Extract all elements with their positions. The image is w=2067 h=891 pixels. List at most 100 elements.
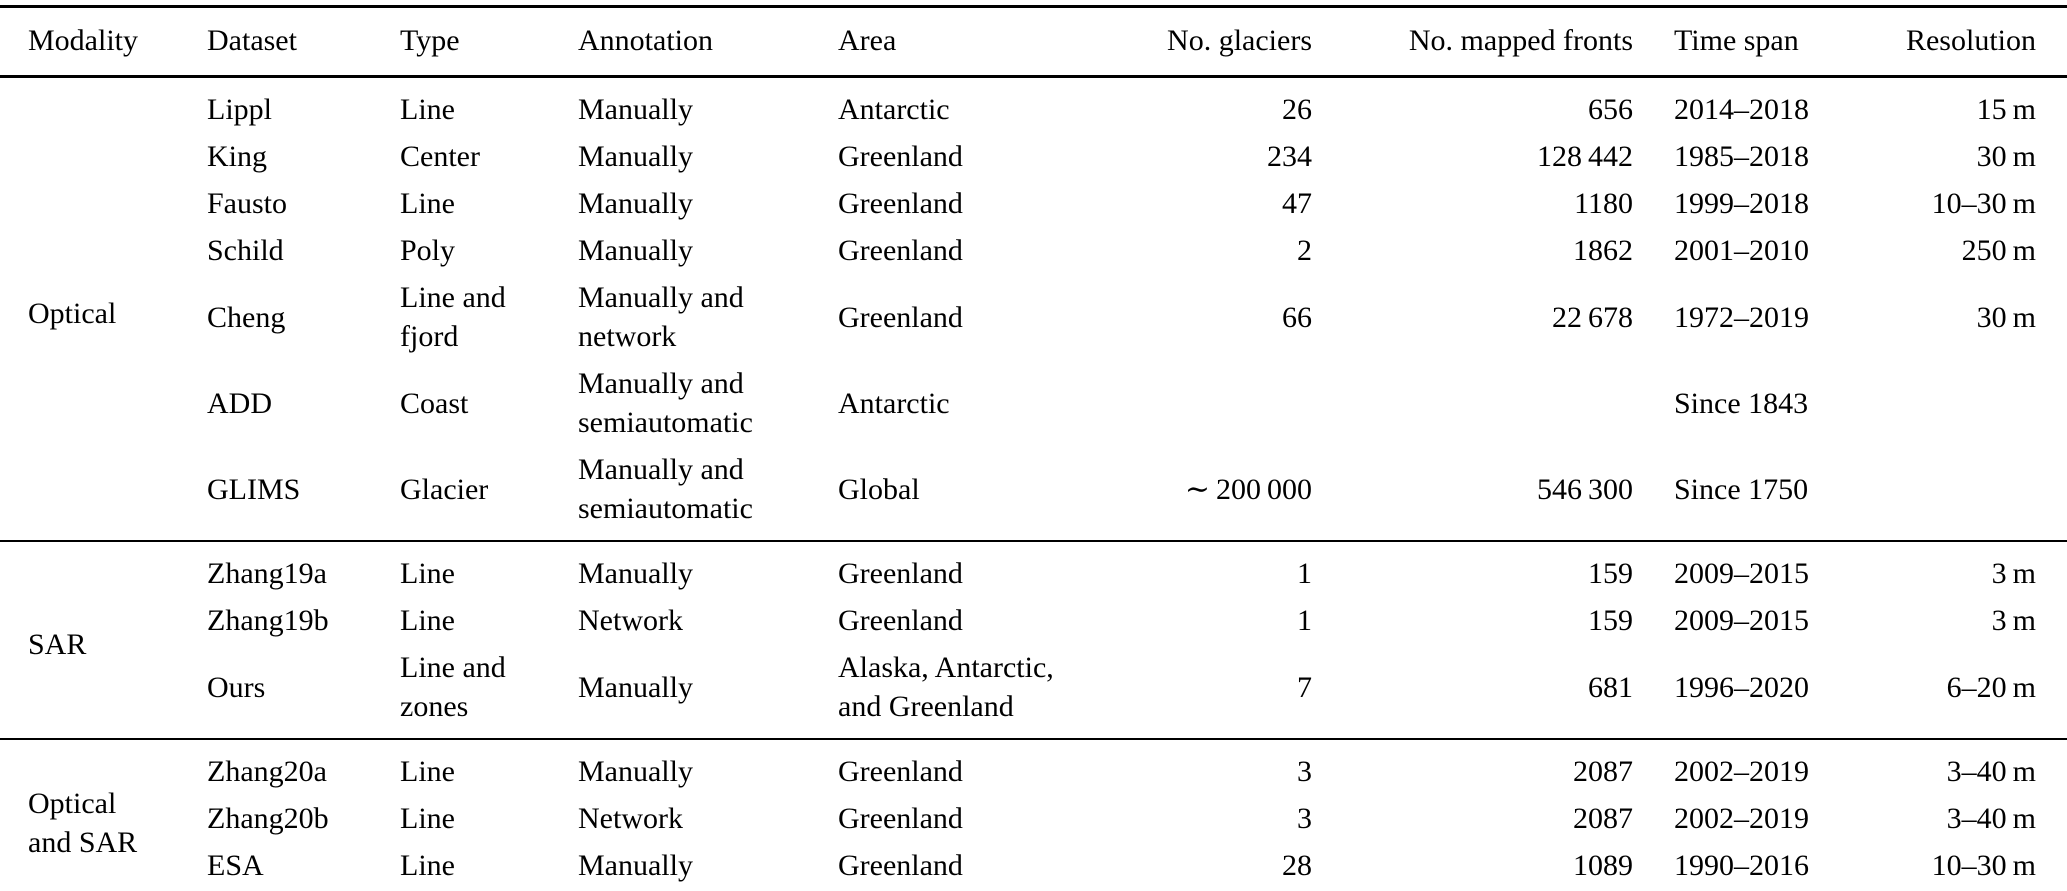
cell-fronts: 128 442 bbox=[1536, 140, 1633, 173]
cell-resolution: 3 m bbox=[1991, 557, 2036, 590]
cell-area: Global bbox=[838, 472, 920, 506]
column-header-area: Area bbox=[838, 6, 1136, 78]
cell-type: Glacier bbox=[400, 472, 489, 506]
table-row: Ours Line and zones Manually Alaska, Antarc… bbox=[0, 644, 2067, 739]
table-row: Schild Poly Manually Greenland 2 1862 2001–201… bbox=[0, 227, 2067, 274]
column-header-dataset: Dataset bbox=[207, 6, 400, 78]
table-row: Optical Lippl Line Manually Antarctic 26 656 20… bbox=[0, 77, 2067, 330]
cell-resolution: 30 m bbox=[1976, 300, 2036, 334]
cell-dataset: Schild bbox=[207, 234, 284, 267]
cell-timespan: 1985–2018 bbox=[1674, 140, 1809, 173]
cell-area: Greenland bbox=[838, 849, 963, 882]
cell-type: Line bbox=[400, 755, 455, 788]
cell-area: Antarctic bbox=[838, 93, 950, 126]
cell-area: Greenland bbox=[838, 557, 963, 590]
cell-dataset: Ours bbox=[207, 670, 266, 704]
cell-resolution bbox=[1841, 446, 2067, 541]
cell-fronts: 2087 bbox=[1573, 755, 1633, 788]
cell-timespan: 1990–2016 bbox=[1674, 849, 1809, 882]
cell-dataset: Lippl bbox=[207, 93, 272, 126]
cell-fronts: 159 bbox=[1588, 557, 1633, 590]
column-header-annotation: Annotation bbox=[578, 6, 838, 78]
cell-dataset: Zhang20b bbox=[207, 802, 329, 835]
section-optical: Optical Lippl Line Manually Antarctic 26 656 20… bbox=[0, 77, 2067, 542]
cell-annotation: Manually and semiautomatic bbox=[578, 453, 753, 525]
cell-type: Line bbox=[400, 802, 455, 835]
cell-area: Greenland bbox=[838, 187, 963, 220]
table-row: Zhang19b Line Network Greenland 1 159 2009–201… bbox=[0, 597, 2067, 644]
cell-type: Line and zones bbox=[400, 651, 506, 723]
column-header-fronts: No. mapped fronts bbox=[1312, 6, 1633, 78]
cell-fronts: 2087 bbox=[1573, 802, 1633, 835]
section-sar: SAR Zhang19a Line Manually Greenland 1 159 2009… bbox=[0, 541, 2067, 739]
cell-timespan: 1972–2019 bbox=[1674, 300, 1809, 334]
cell-dataset: Cheng bbox=[207, 300, 286, 334]
cell-dataset: Zhang19a bbox=[207, 557, 327, 590]
cell-annotation: Manually bbox=[578, 187, 693, 220]
cell-fronts: 656 bbox=[1588, 93, 1633, 126]
cell-type: Line bbox=[400, 604, 455, 637]
cell-type: Line bbox=[400, 849, 455, 882]
cell-resolution: 10–30 m bbox=[1931, 187, 2036, 220]
cell-resolution: 10–30 m bbox=[1931, 849, 2036, 882]
cell-fronts: 546 300 bbox=[1536, 472, 1633, 506]
cell-dataset: ESA bbox=[207, 849, 264, 882]
cell-fronts: 159 bbox=[1588, 604, 1633, 637]
cell-area: Greenland bbox=[838, 300, 963, 334]
cell-glaciers: 7 bbox=[1297, 670, 1312, 704]
cell-glaciers: 2 bbox=[1297, 234, 1312, 267]
cell-annotation: Manually bbox=[578, 140, 693, 173]
cell-timespan: Since 1843 bbox=[1674, 386, 1809, 420]
cell-annotation: Manually and semiautomatic bbox=[578, 367, 753, 439]
table-row: ESA Line Manually Greenland 28 1089 1990–2016 1… bbox=[0, 842, 2067, 891]
cell-dataset: ADD bbox=[207, 386, 272, 420]
cell-timespan: Since 1750 bbox=[1674, 472, 1809, 506]
modality-label: SAR bbox=[28, 627, 87, 661]
cell-fronts: 22 678 bbox=[1551, 300, 1633, 334]
cell-fronts bbox=[1312, 360, 1633, 446]
modality-label: Optical and SAR bbox=[28, 786, 138, 859]
cell-area: Greenland bbox=[838, 802, 963, 835]
section-optical-and-sar: Optical and SAR Zhang20a Line Manually Green… bbox=[0, 739, 2067, 891]
cell-resolution: 30 m bbox=[1976, 140, 2036, 173]
cell-dataset: King bbox=[207, 140, 267, 173]
column-header-modality: Modality bbox=[0, 6, 207, 78]
table-row: Zhang20b Line Network Greenland 3 2087 2002–20… bbox=[0, 795, 2067, 842]
cell-timespan: 1996–2020 bbox=[1674, 670, 1809, 704]
column-header-type: Type bbox=[400, 6, 578, 78]
table-header: Modality Dataset Type Annotation Area No. gla… bbox=[0, 6, 2067, 78]
cell-timespan: 2002–2019 bbox=[1674, 802, 1809, 835]
cell-type: Center bbox=[400, 140, 480, 173]
cell-fronts: 1180 bbox=[1574, 187, 1633, 220]
cell-resolution: 3–40 m bbox=[1946, 755, 2036, 788]
cell-timespan: 2009–2015 bbox=[1674, 604, 1809, 637]
cell-resolution: 6–20 m bbox=[1946, 670, 2036, 704]
cell-glaciers: 1 bbox=[1297, 604, 1312, 637]
cell-dataset: Zhang19b bbox=[207, 604, 329, 637]
cell-timespan: 2009–2015 bbox=[1674, 557, 1809, 590]
cell-annotation: Manually bbox=[578, 234, 693, 267]
cell-area: Greenland bbox=[838, 140, 963, 173]
cell-annotation: Manually bbox=[578, 849, 693, 882]
cell-glaciers: 3 bbox=[1297, 802, 1312, 835]
cell-glaciers: 1 bbox=[1297, 557, 1312, 590]
table-row: Cheng Line and fjord Manually and network G… bbox=[0, 274, 2067, 360]
table-row: GLIMS Glacier Manually and semiautomatic Gl… bbox=[0, 446, 2067, 541]
cell-type: Line bbox=[400, 187, 455, 220]
cell-area: Greenland bbox=[838, 604, 963, 637]
cell-fronts: 1862 bbox=[1573, 234, 1633, 267]
cell-glaciers: 66 bbox=[1282, 300, 1312, 334]
cell-glaciers: 26 bbox=[1282, 93, 1312, 126]
cell-area: Greenland bbox=[838, 755, 963, 788]
header-row: Modality Dataset Type Annotation Area No. gla… bbox=[0, 6, 2067, 78]
cell-annotation: Manually bbox=[578, 755, 693, 788]
modality-label: Optical bbox=[28, 296, 117, 330]
cell-annotation: Network bbox=[578, 604, 683, 637]
cell-type: Poly bbox=[400, 234, 456, 267]
table-row: SAR Zhang19a Line Manually Greenland 1 159 2009… bbox=[0, 541, 2067, 661]
cell-resolution: 3–40 m bbox=[1946, 802, 2036, 835]
column-header-resolution: Resolution bbox=[1841, 6, 2067, 78]
cell-annotation: Manually bbox=[578, 670, 693, 704]
cell-fronts: 1089 bbox=[1573, 849, 1633, 882]
